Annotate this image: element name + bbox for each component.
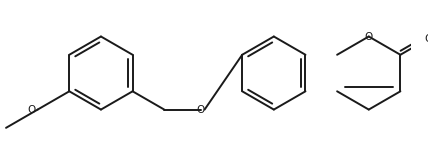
Text: O: O xyxy=(27,105,36,115)
Text: O: O xyxy=(196,105,205,115)
Text: O: O xyxy=(365,32,373,41)
Text: O: O xyxy=(424,34,428,44)
